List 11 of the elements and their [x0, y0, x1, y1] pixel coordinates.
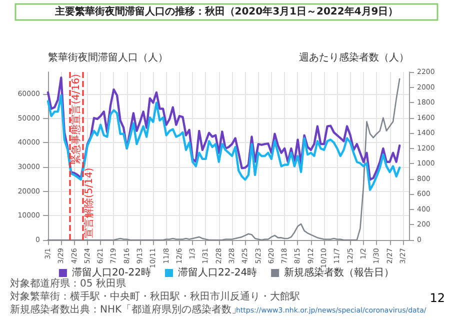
text: 対象繁華街：横手駅・中央町・秋田駅・秋田市川反通り・大館駅: [10, 290, 300, 302]
legend-label: 滞留人口20-22時: [72, 266, 152, 278]
legend-label: 滞留人口22-24時: [178, 266, 258, 278]
text: 対象都道府県：05 秋田県: [10, 278, 126, 290]
y-axis-title: 繁華街夜間滞留人口（人）: [48, 52, 168, 64]
y2-axis-title: 週あたり感染者数（人）: [299, 52, 409, 64]
ref-line-label: 緊急事態宣言(4/16): [70, 74, 82, 164]
text: 12: [430, 291, 446, 305]
chart-title: 主要繁華街夜間滞留人口の推移：秋田（2020年3月1日～2022年4月9日）: [54, 6, 398, 18]
legend-label: 新規感染者数（報告日）: [284, 266, 394, 278]
ref-line-label: 宣言解除(5/14): [83, 168, 96, 238]
